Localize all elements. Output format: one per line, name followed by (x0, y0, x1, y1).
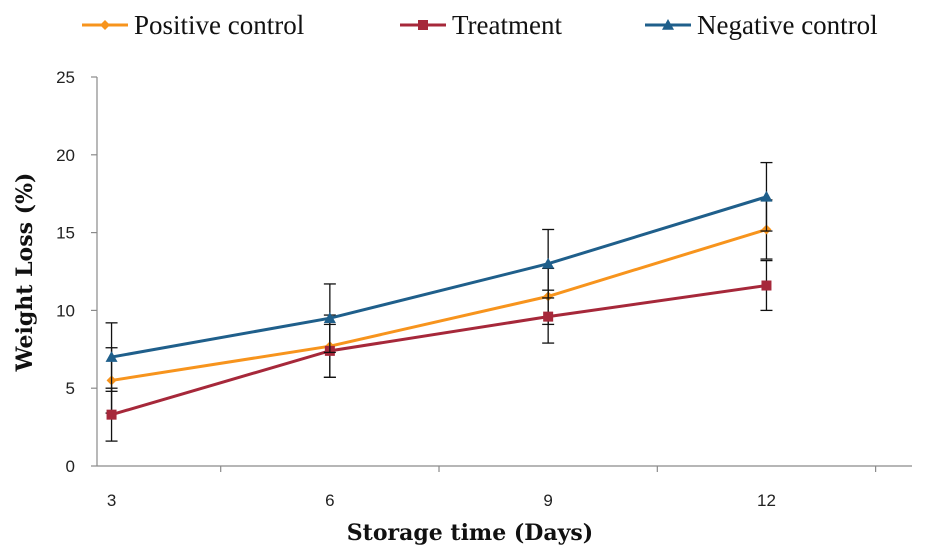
legend-label: Positive control (134, 10, 304, 40)
legend-item: Treatment (400, 10, 562, 40)
series-layer (105, 161, 773, 442)
y-tick-label: 15 (56, 224, 75, 243)
legend-label: Treatment (452, 10, 562, 40)
x-tick-label: 6 (325, 491, 334, 510)
series-negative-control (105, 161, 773, 392)
x-tick-label: 12 (757, 491, 776, 510)
series-line (111, 228, 767, 382)
y-tick-label: 5 (66, 379, 75, 398)
series-line (111, 284, 767, 417)
data-point (543, 311, 554, 322)
data-point (323, 312, 336, 323)
legend: Positive control Treatment Negative contro… (82, 10, 878, 40)
series-treatment (105, 259, 773, 442)
data-point (542, 257, 555, 269)
legend-item: Positive control (82, 10, 304, 40)
data-point (760, 190, 773, 202)
y-tick-label: 25 (56, 68, 75, 87)
x-axis-title: Storage time (Days) (347, 520, 593, 546)
y-tick-label: 10 (56, 301, 75, 320)
x-tick-label: 9 (543, 491, 552, 510)
data-point (106, 409, 117, 420)
y-tick-label: 0 (66, 457, 75, 476)
series-positive-control (105, 199, 773, 414)
legend-label: Negative control (697, 10, 878, 40)
legend-marker (100, 20, 110, 30)
x-tick-label: 3 (107, 491, 116, 510)
legend-item: Negative control (645, 10, 878, 40)
y-axis-title: Weight Loss (%) (12, 173, 38, 373)
data-point (105, 351, 118, 362)
legend-marker (418, 20, 428, 30)
series-line (111, 195, 767, 359)
data-point (761, 280, 772, 291)
axes: 0 5 10 15 20 25 3 6 9 12 (56, 68, 912, 510)
y-tick-label: 20 (56, 146, 75, 165)
legend-marker (662, 19, 674, 30)
